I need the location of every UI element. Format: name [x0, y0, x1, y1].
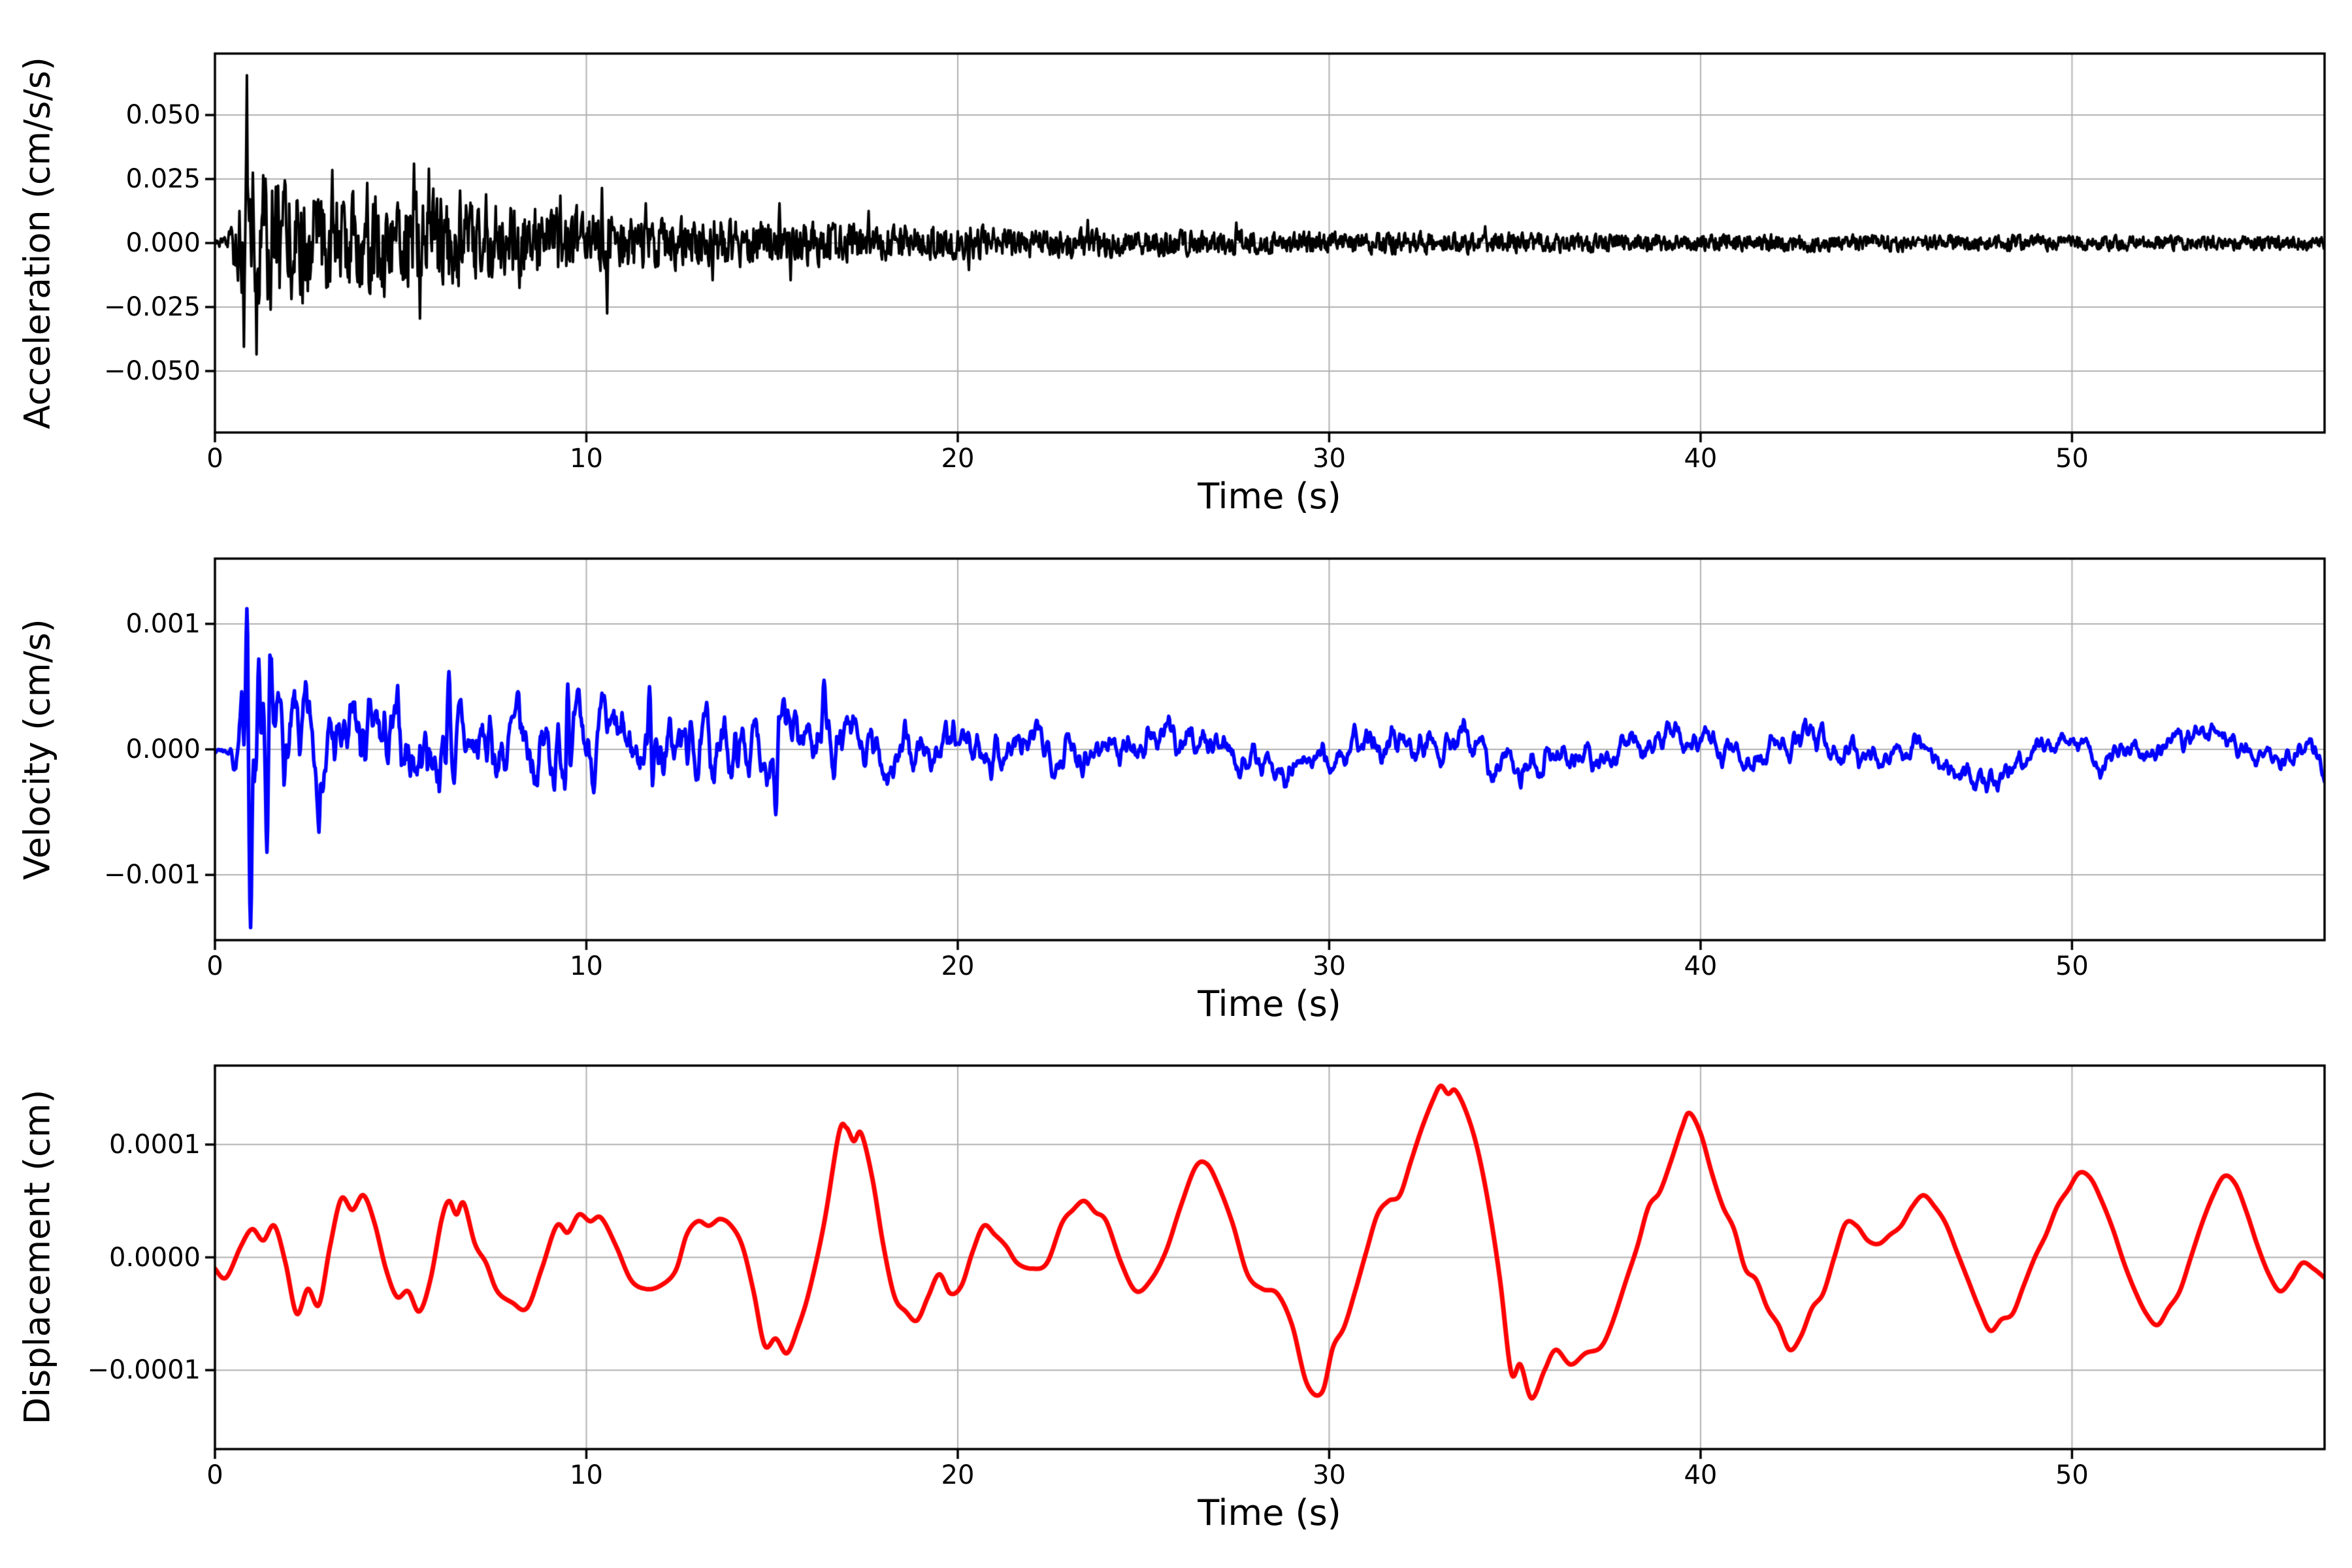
x-tick-label-velocity: 50 [2055, 951, 2089, 981]
x-tick-label-acceleration: 0 [206, 444, 223, 474]
x-axis-label-time-panel3: Time (s) [1198, 1492, 1341, 1533]
acceleration-panel [215, 54, 2325, 433]
x-axis-label-time-panel2: Time (s) [1198, 983, 1341, 1024]
y-axis-label-displacement: Displacement (cm) [16, 1089, 58, 1425]
y-tick-label-acceleration: 0.000 [125, 228, 201, 258]
y-tick-label-velocity: 0.001 [125, 608, 201, 639]
y-tick-label-acceleration: 0.025 [125, 164, 201, 195]
y-tick-label-acceleration: 0.050 [125, 100, 201, 131]
y-tick-label-displacement: 0.0001 [109, 1129, 201, 1160]
x-tick-label-acceleration: 40 [1684, 444, 1718, 474]
x-tick-label-velocity: 30 [1313, 951, 1346, 981]
y-axis-label-velocity: Velocity (cm/s) [16, 619, 58, 880]
y-tick-label-acceleration: −0.050 [103, 355, 201, 386]
x-tick-label-velocity: 20 [941, 951, 975, 981]
y-tick-label-displacement: −0.0001 [87, 1355, 201, 1386]
x-tick-label-displacement: 50 [2055, 1460, 2089, 1490]
y-axis-label-acceleration: Acceleration (cm/s/s) [16, 57, 58, 429]
displacement-panel [215, 1066, 2325, 1449]
x-tick-label-acceleration: 50 [2055, 444, 2089, 474]
x-tick-label-acceleration: 20 [941, 444, 975, 474]
y-tick-label-displacement: 0.0000 [109, 1242, 201, 1273]
y-tick-label-velocity: 0.000 [125, 734, 201, 764]
x-tick-label-displacement: 0 [206, 1460, 223, 1490]
x-tick-label-velocity: 0 [206, 951, 223, 981]
x-tick-label-velocity: 10 [570, 951, 603, 981]
x-axis-label-time-panel1: Time (s) [1198, 476, 1341, 517]
x-tick-label-velocity: 40 [1684, 951, 1718, 981]
x-tick-label-displacement: 10 [570, 1460, 603, 1490]
y-tick-label-velocity: −0.001 [103, 860, 201, 890]
x-tick-label-acceleration: 30 [1313, 444, 1346, 474]
x-tick-label-displacement: 30 [1313, 1460, 1346, 1490]
y-tick-label-acceleration: −0.025 [103, 291, 201, 322]
velocity-panel [215, 559, 2325, 940]
x-tick-label-displacement: 40 [1684, 1460, 1718, 1490]
x-tick-label-acceleration: 10 [570, 444, 603, 474]
x-tick-label-displacement: 20 [941, 1460, 975, 1490]
